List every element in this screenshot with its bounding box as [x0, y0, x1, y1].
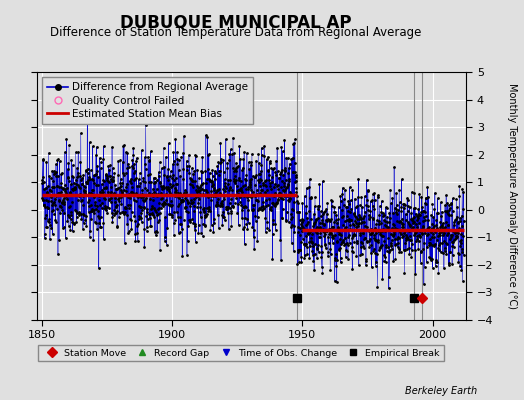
- Legend: Difference from Regional Average, Quality Control Failed, Estimated Station Mean: Difference from Regional Average, Qualit…: [42, 77, 253, 124]
- Y-axis label: Monthly Temperature Anomaly Difference (°C): Monthly Temperature Anomaly Difference (…: [507, 83, 517, 309]
- Legend: Station Move, Record Gap, Time of Obs. Change, Empirical Break: Station Move, Record Gap, Time of Obs. C…: [38, 345, 444, 361]
- Text: Berkeley Earth: Berkeley Earth: [405, 386, 477, 396]
- Text: DUBUQUE MUNICIPAL AP: DUBUQUE MUNICIPAL AP: [120, 14, 352, 32]
- Text: Difference of Station Temperature Data from Regional Average: Difference of Station Temperature Data f…: [50, 26, 421, 39]
